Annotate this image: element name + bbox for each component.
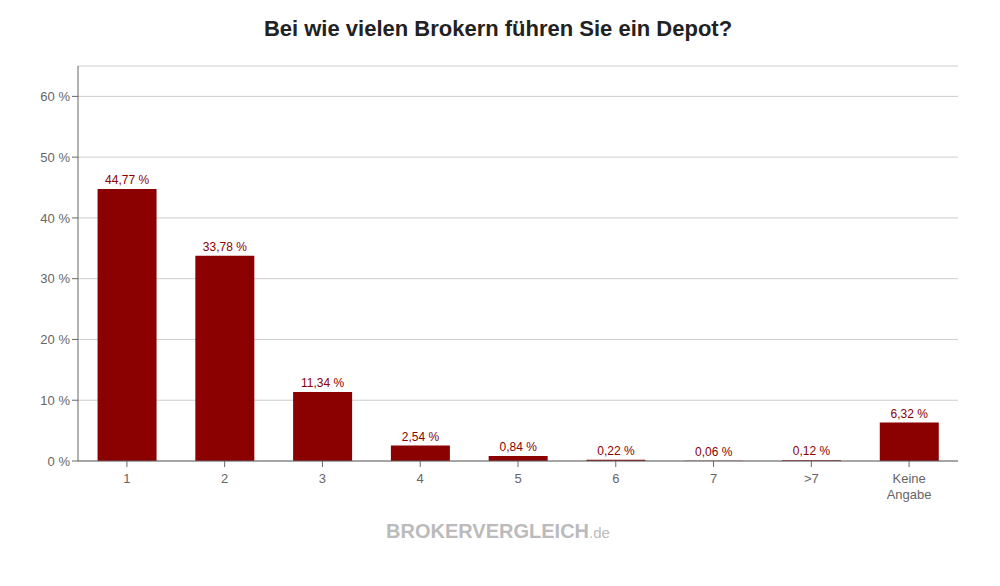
svg-text:11,34 %: 11,34 %: [301, 376, 344, 390]
html-text:Bei wie vielen Brokern führen: Bei wie vielen Brokern führen Sie ein De…: [263, 16, 733, 41]
svg-text:5: 5: [514, 471, 521, 486]
svg-text:1: 1: [123, 471, 130, 486]
svg-text:33,78 %: 33,78 %: [203, 240, 247, 254]
svg-text:44,77 %: 44,77 %: [105, 173, 149, 187]
svg-text:7: 7: [710, 471, 717, 486]
svg-text:50 %: 50 %: [40, 150, 70, 165]
svg-text:0,84 %: 0,84 %: [499, 440, 537, 454]
svg-text:2,54 %: 2,54 %: [402, 430, 440, 444]
svg-text:20 %: 20 %: [40, 332, 70, 347]
svg-text:6,32 %: 6,32 %: [891, 407, 929, 421]
svg-text:6: 6: [612, 471, 619, 486]
svg-text:40 %: 40 %: [40, 211, 70, 226]
svg-text:0,22 %: 0,22 %: [597, 444, 635, 458]
svg-text:0,06 %: 0,06 %: [695, 445, 733, 459]
svg-text:>7: >7: [804, 471, 819, 486]
svg-text:4: 4: [417, 471, 424, 486]
html-text:BROKERVERGLEICH.de: BROKERVERGLEICH.de: [386, 520, 610, 542]
svg-text:2: 2: [221, 471, 228, 486]
svg-text:0 %: 0 %: [48, 454, 71, 469]
svg-text:30 %: 30 %: [40, 271, 70, 286]
svg-text:60 %: 60 %: [40, 89, 70, 104]
svg-text:0,12 %: 0,12 %: [793, 444, 831, 458]
svg-text:KeineAngabe: KeineAngabe: [887, 471, 932, 502]
svg-text:3: 3: [319, 471, 326, 486]
svg-text:10 %: 10 %: [40, 393, 70, 408]
